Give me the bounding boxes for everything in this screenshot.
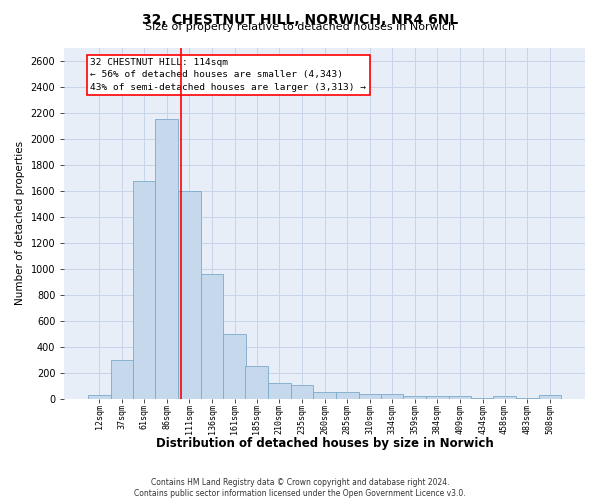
Bar [88, 396, 111, 398]
Bar [403, 396, 426, 398]
Text: 32, CHESTNUT HILL, NORWICH, NR4 6NL: 32, CHESTNUT HILL, NORWICH, NR4 6NL [142, 12, 458, 26]
Bar [200, 274, 223, 398]
Text: Size of property relative to detached houses in Norwich: Size of property relative to detached ho… [145, 22, 455, 32]
Bar [380, 394, 403, 398]
Bar [111, 360, 133, 399]
Text: 32 CHESTNUT HILL: 114sqm
← 56% of detached houses are smaller (4,343)
43% of sem: 32 CHESTNUT HILL: 114sqm ← 56% of detach… [90, 58, 366, 92]
Bar [155, 119, 178, 398]
Bar [493, 396, 516, 398]
Bar [268, 383, 290, 398]
Bar [449, 396, 472, 398]
Bar [133, 182, 155, 398]
Bar [539, 396, 562, 398]
Bar [359, 394, 382, 398]
Bar [426, 396, 449, 398]
Bar [223, 334, 246, 398]
Y-axis label: Number of detached properties: Number of detached properties [15, 141, 25, 305]
X-axis label: Distribution of detached houses by size in Norwich: Distribution of detached houses by size … [156, 437, 494, 450]
Bar [178, 190, 200, 398]
Bar [290, 385, 313, 398]
Text: Contains HM Land Registry data © Crown copyright and database right 2024.
Contai: Contains HM Land Registry data © Crown c… [134, 478, 466, 498]
Bar [336, 392, 359, 398]
Bar [245, 366, 268, 398]
Bar [313, 392, 336, 398]
